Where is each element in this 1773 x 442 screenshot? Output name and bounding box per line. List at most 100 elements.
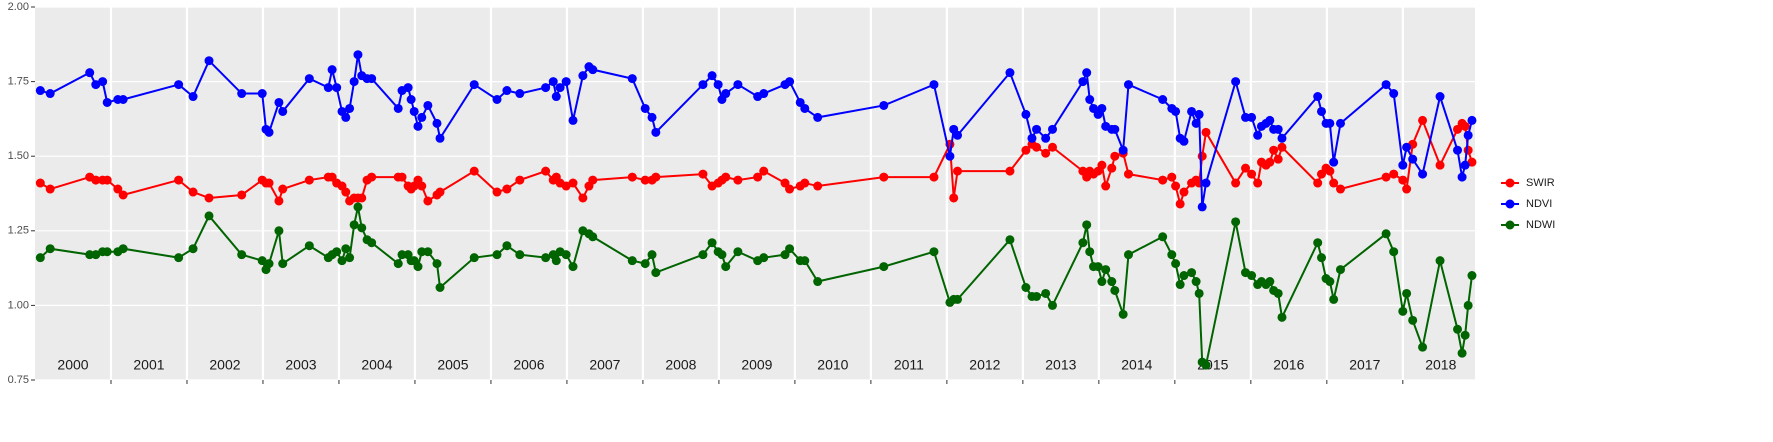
- point: [647, 112, 657, 122]
- point: [435, 282, 445, 292]
- point: [341, 244, 351, 254]
- point: [237, 250, 247, 260]
- point: [1097, 160, 1107, 170]
- point: [332, 247, 342, 257]
- point: [1005, 235, 1015, 245]
- legend-marker: [1505, 178, 1515, 188]
- point: [237, 89, 247, 99]
- point: [785, 77, 795, 87]
- point: [1453, 145, 1463, 155]
- point: [541, 83, 551, 93]
- y-tick-label: 0.75: [8, 374, 29, 386]
- point: [1179, 271, 1189, 281]
- point: [469, 166, 479, 176]
- point: [1123, 169, 1133, 179]
- point: [1191, 277, 1201, 287]
- point: [515, 175, 525, 185]
- point: [945, 151, 955, 161]
- year-label: 2012: [969, 357, 1000, 373]
- point: [1082, 220, 1092, 230]
- point: [541, 166, 551, 176]
- point: [113, 184, 123, 194]
- point: [204, 56, 214, 66]
- point: [345, 103, 355, 113]
- point: [949, 193, 959, 203]
- point: [204, 193, 214, 203]
- point: [568, 115, 578, 125]
- point: [929, 80, 939, 90]
- year-label: 2003: [285, 357, 316, 373]
- point: [45, 244, 55, 254]
- point: [953, 294, 963, 304]
- point: [1435, 92, 1445, 102]
- point: [1273, 288, 1283, 298]
- point: [733, 175, 743, 185]
- point: [45, 184, 55, 194]
- point: [403, 83, 413, 93]
- point: [409, 106, 419, 116]
- point: [1191, 118, 1201, 128]
- point: [1194, 288, 1204, 298]
- point: [1167, 250, 1177, 260]
- point: [1408, 154, 1418, 164]
- year-label: 2013: [1045, 357, 1076, 373]
- point: [1463, 130, 1473, 140]
- point: [188, 244, 198, 254]
- point: [578, 193, 588, 203]
- point: [785, 184, 795, 194]
- point: [1418, 169, 1428, 179]
- point: [357, 193, 367, 203]
- point: [929, 247, 939, 257]
- point: [568, 178, 578, 188]
- point: [759, 89, 769, 99]
- point: [492, 187, 502, 197]
- point: [1021, 282, 1031, 292]
- point: [551, 92, 561, 102]
- point: [1032, 124, 1042, 134]
- point: [1085, 95, 1095, 105]
- point: [1273, 124, 1283, 134]
- point: [800, 178, 810, 188]
- point: [367, 74, 377, 84]
- point: [1021, 109, 1031, 119]
- point: [651, 268, 661, 278]
- point: [413, 262, 423, 272]
- point: [1171, 181, 1181, 191]
- point: [1313, 178, 1323, 188]
- point: [257, 256, 267, 266]
- point: [588, 232, 598, 242]
- point: [432, 118, 442, 128]
- point: [1381, 80, 1391, 90]
- point: [393, 103, 403, 113]
- point: [174, 175, 184, 185]
- point: [1277, 133, 1287, 143]
- point: [435, 133, 445, 143]
- point: [1201, 127, 1211, 137]
- point: [1402, 142, 1412, 152]
- point: [1167, 172, 1177, 182]
- point: [1418, 342, 1428, 352]
- point: [1265, 277, 1275, 287]
- year-label: 2001: [133, 357, 164, 373]
- point: [555, 83, 565, 93]
- point: [118, 95, 128, 105]
- point: [1463, 145, 1473, 155]
- point: [1402, 184, 1412, 194]
- point: [1402, 288, 1412, 298]
- point: [953, 130, 963, 140]
- point: [721, 172, 731, 182]
- point: [1247, 271, 1257, 281]
- point: [1047, 142, 1057, 152]
- series: [35, 202, 1477, 370]
- point: [1467, 271, 1477, 281]
- point: [561, 181, 571, 191]
- point: [953, 166, 963, 176]
- year-label: 2005: [437, 357, 468, 373]
- point: [1325, 277, 1335, 287]
- y-tick-label: 2.00: [8, 1, 29, 13]
- point: [1041, 133, 1051, 143]
- point: [707, 71, 717, 81]
- point: [1097, 277, 1107, 287]
- point: [1201, 360, 1211, 370]
- point: [423, 247, 433, 257]
